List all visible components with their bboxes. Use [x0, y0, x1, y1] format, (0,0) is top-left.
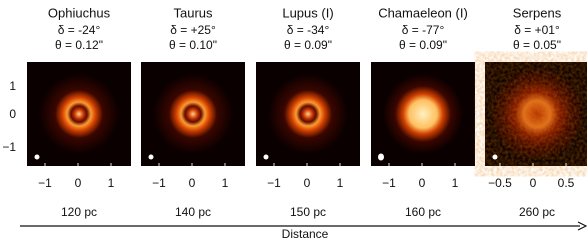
- disk-image: [268, 74, 348, 154]
- y-tick-label: −1: [2, 140, 16, 154]
- disk-image: [383, 74, 463, 154]
- axis-label: Distance: [282, 227, 329, 241]
- declination: δ = -34°: [287, 23, 330, 37]
- panel-title: Lupus (I): [282, 5, 333, 20]
- declination: δ = +01°: [514, 23, 560, 37]
- distance-label: 140 pc: [175, 205, 211, 219]
- distance-label: 120 pc: [61, 205, 97, 219]
- panel-title: Taurus: [173, 5, 213, 20]
- x-tick-label: 0: [419, 176, 426, 190]
- panel-title: Serpens: [513, 5, 562, 20]
- y-tick-label: 0: [9, 107, 16, 121]
- resolution: θ = 0.10": [169, 38, 217, 52]
- x-tick-label: −1: [382, 176, 396, 190]
- panel-title: Chamaeleon (I): [378, 5, 468, 20]
- x-tick-label: −1: [152, 176, 166, 190]
- beam: [378, 154, 384, 161]
- beam: [264, 155, 269, 160]
- x-tick-label: 0: [530, 176, 537, 190]
- figure: Distance 1 0 −1 Ophiuchus δ = -24°θ = 0.12" −…: [0, 0, 587, 241]
- x-tick-label: 1: [452, 176, 459, 190]
- noise: [485, 62, 587, 166]
- resolution: θ = 0.09": [399, 38, 447, 52]
- x-tick-label: −1: [267, 176, 281, 190]
- declination: δ = +25°: [170, 23, 216, 37]
- distance-label: 160 pc: [405, 205, 441, 219]
- x-tick-label: 0: [304, 176, 311, 190]
- resolution: θ = 0.09": [284, 38, 332, 52]
- x-tick-label: −1: [38, 176, 52, 190]
- x-tick-label: 1: [337, 176, 344, 190]
- declination: δ = -24°: [58, 23, 101, 37]
- disk-image: [153, 74, 233, 154]
- x-tick-label: 1: [222, 176, 229, 190]
- beam: [493, 155, 498, 160]
- panel-title: Ophiuchus: [48, 5, 111, 20]
- distance-label: 150 pc: [290, 205, 326, 219]
- beam: [35, 155, 40, 160]
- x-tick-label: 0: [189, 176, 196, 190]
- x-tick-label: −0.5: [488, 176, 512, 190]
- beam: [149, 155, 154, 160]
- y-tick-label: 1: [9, 79, 16, 93]
- x-tick-label: 0: [75, 176, 82, 190]
- x-tick-label: 1: [108, 176, 115, 190]
- declination: δ = -77°: [402, 23, 445, 37]
- resolution: θ = 0.12": [55, 38, 103, 52]
- resolution: θ = 0.05": [513, 38, 561, 52]
- distance-label: 260 pc: [519, 205, 555, 219]
- x-tick-label: 0.5: [558, 176, 575, 190]
- disk-image: [39, 74, 119, 154]
